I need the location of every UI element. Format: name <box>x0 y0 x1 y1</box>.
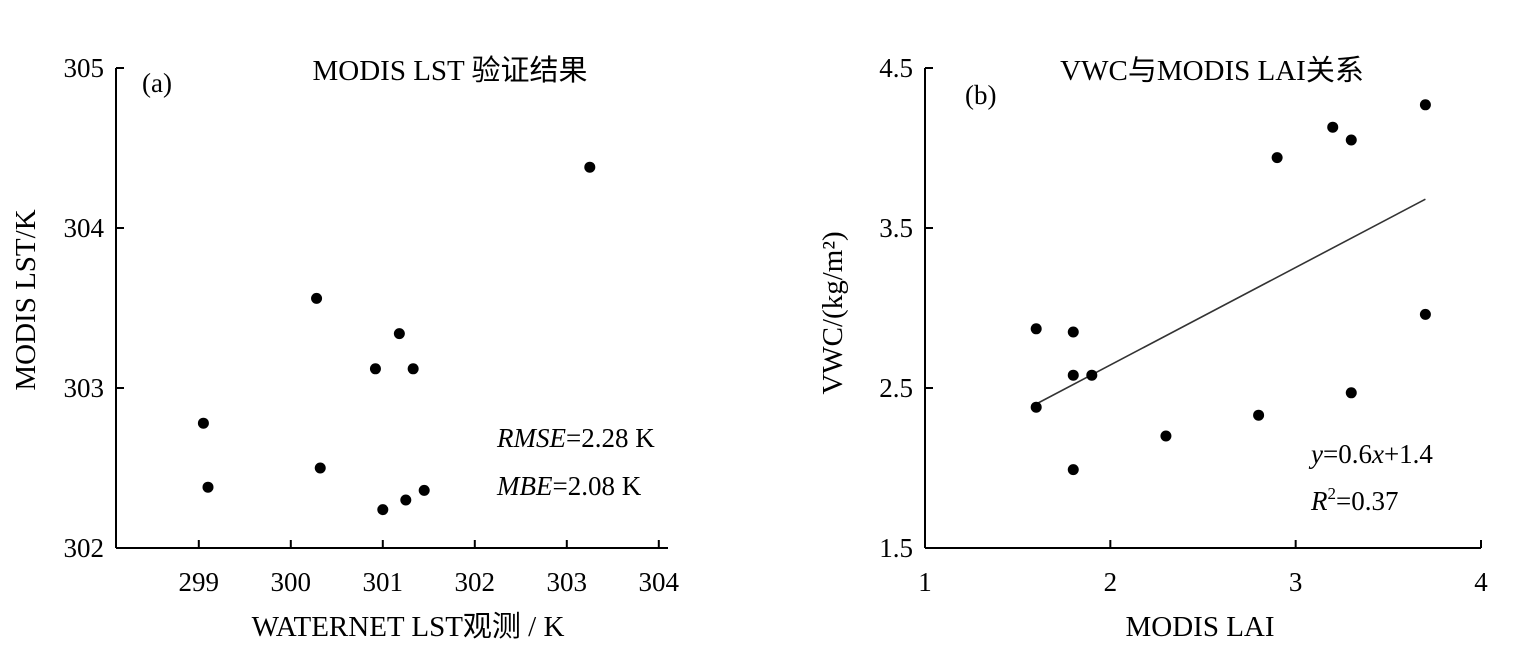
panel-b-data-point <box>1271 152 1283 164</box>
panel-a-data-point <box>584 161 596 173</box>
panel-b-x-axis-label: MODIS LAI <box>1125 611 1274 643</box>
panel-a-title: MODIS LST 验证结果 <box>313 54 588 87</box>
panel-a-data-point <box>369 363 381 375</box>
panel-b-tag: (b) <box>965 80 996 110</box>
panel-a-x-tick-label: 304 <box>639 567 680 597</box>
panel-b-x-tick-label: 2 <box>1104 567 1118 597</box>
panel-a-x-tick-label: 303 <box>547 567 588 597</box>
panel-a-y-axis-label: MODIS LST/K <box>10 209 42 390</box>
panel-b-title: VWC与MODIS LAI关系 <box>1060 54 1364 87</box>
panel-a-y-tick-label: 305 <box>64 53 105 83</box>
panel-b-x-tick-label: 3 <box>1289 567 1303 597</box>
panel-a-stat-mbe: MBE=2.08 K <box>496 471 642 501</box>
panel-a-x-tick-label: 299 <box>179 567 220 597</box>
panel-b-x-tick-label: 4 <box>1474 567 1488 597</box>
panel-a-data-point <box>197 417 209 429</box>
panel-b-data-point <box>1160 430 1172 442</box>
panel-a-y-tick-label: 303 <box>64 373 105 403</box>
panel-b-data-point <box>1067 369 1079 381</box>
panel-a-data-point <box>202 481 214 493</box>
panel-b-data-point <box>1345 387 1357 399</box>
panel-a-x-tick-label: 301 <box>363 567 404 597</box>
panel-b-x-tick-label: 1 <box>918 567 932 597</box>
panel-b-r-squared: R2=0.37 <box>1310 484 1398 516</box>
panel-a-data-point <box>377 504 389 516</box>
panel-b-data-point <box>1419 99 1431 111</box>
panel-b-y-axis-label: VWC/(kg/m²) <box>817 231 849 394</box>
panel-a-data-point <box>418 484 430 496</box>
panel-b-data-point <box>1030 401 1042 413</box>
panel-b-data-point <box>1086 369 1098 381</box>
panel-a-x-tick-label: 302 <box>455 567 496 597</box>
panel-b-y-tick-label: 2.5 <box>879 373 913 403</box>
panel-a-tag: (a) <box>142 68 172 98</box>
panel-b-data-point <box>1067 464 1079 476</box>
panel-b-fit-equation: y=0.6x+1.4 <box>1308 439 1433 469</box>
panel-a-stat-rmse: RMSE=2.28 K <box>496 423 655 453</box>
panel-a-data-point <box>393 328 405 340</box>
panel-b-data-point <box>1030 323 1042 335</box>
panel-a-data-point <box>400 494 412 506</box>
panel-b-data-point <box>1419 308 1431 320</box>
panel-a-data-point <box>314 462 326 474</box>
panel-a-y-tick-label: 302 <box>64 533 105 563</box>
panel-a-y-tick-label: 304 <box>64 213 105 243</box>
panel-b-y-tick-label: 3.5 <box>879 213 913 243</box>
panel-a-data-point <box>311 292 323 304</box>
panel-b-data-point <box>1327 121 1339 133</box>
panel-b-data-point <box>1345 134 1357 146</box>
panel-a-x-tick-label: 300 <box>271 567 312 597</box>
panel-b-data-point <box>1253 409 1265 421</box>
panel-b-y-tick-label: 4.5 <box>879 53 913 83</box>
panel-b-data-point <box>1067 326 1079 338</box>
panel-a-data-point <box>407 363 419 375</box>
panel-a-x-axis-label: WATERNET LST观测 / K <box>252 610 565 643</box>
panel-b-y-tick-label: 1.5 <box>879 533 913 563</box>
panel-b-fit-line <box>1035 198 1426 405</box>
